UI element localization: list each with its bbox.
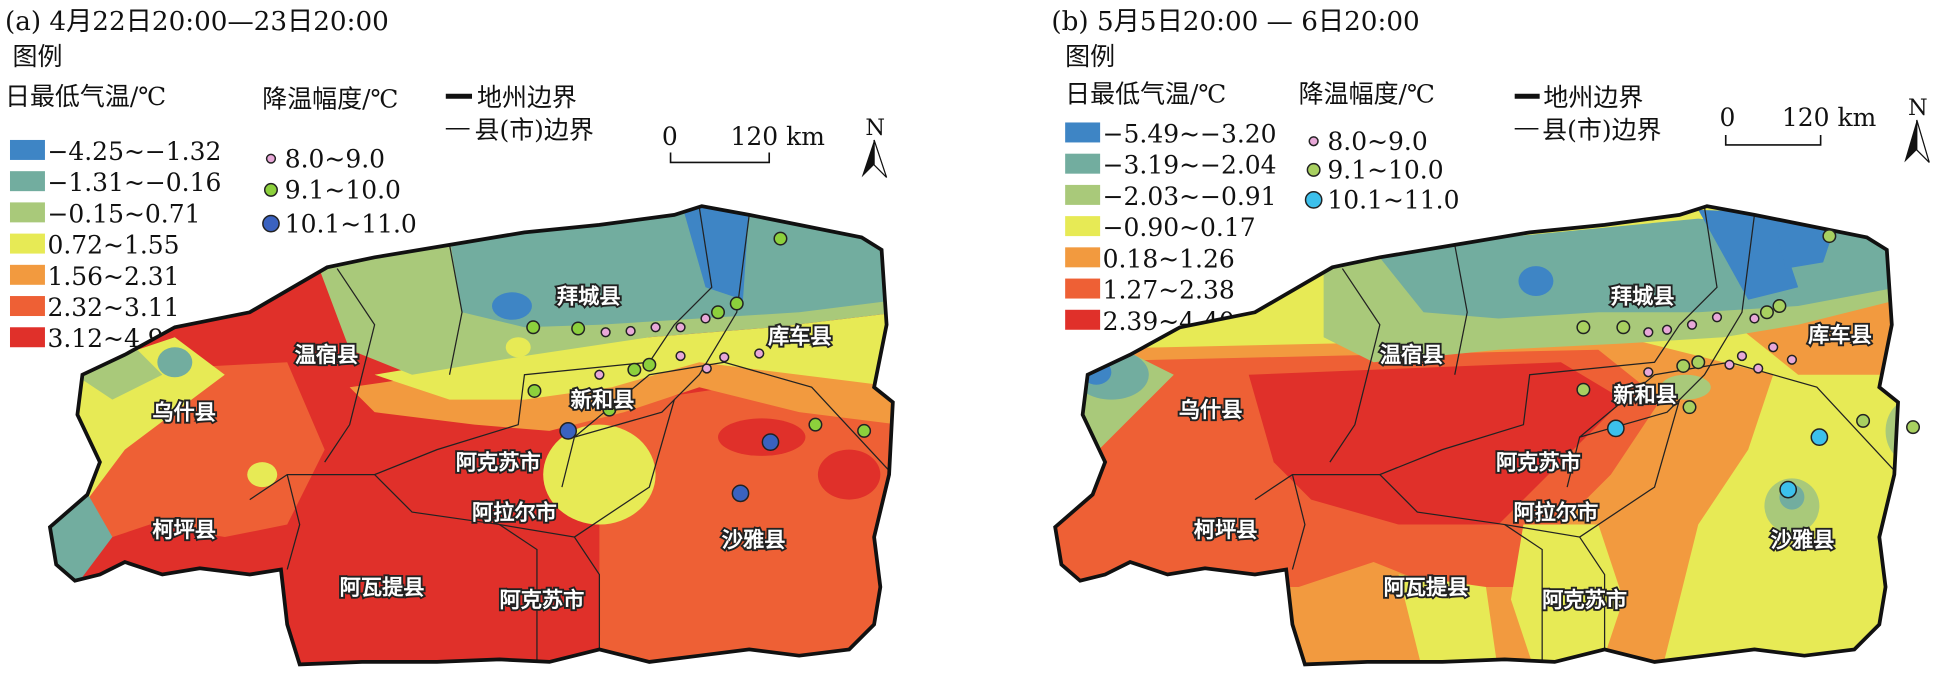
marker-small <box>1308 136 1319 147</box>
cooling-class-label: 10.1~11.0 <box>285 209 417 238</box>
scale-bar: 0 120 km <box>662 122 825 164</box>
temp-class-label: 0.72~1.55 <box>47 231 179 260</box>
cooling-legend-heading: 降温幅度/℃ <box>262 84 398 113</box>
swatch <box>1065 309 1101 330</box>
temp-class-label: 2.32~3.11 <box>47 293 179 322</box>
county-label: 温宿县 <box>1380 342 1444 368</box>
county-labels: 拜城县 库车县 温宿县 新和县 乌什县 阿克苏市 阿拉尔市 柯坪县 沙雅县 阿瓦… <box>1177 282 1874 615</box>
temp-class-label: −4.25~−1.32 <box>47 137 221 166</box>
swatch <box>1065 247 1101 268</box>
cooling-legend: 8.0~9.0 9.1~10.0 10.1~11.0 <box>1304 127 1460 215</box>
marker-large <box>1304 191 1323 209</box>
station-markers <box>1576 229 1921 499</box>
swatch <box>1065 122 1101 143</box>
cooling-class-label: 9.1~10.0 <box>1327 156 1443 185</box>
county-label: 新和县 <box>571 387 635 413</box>
swatch <box>9 327 45 348</box>
swatch <box>1065 216 1101 237</box>
temperature-legend: −4.25~−1.32 −1.31~−0.16 −0.15~0.71 0.72~… <box>9 137 221 353</box>
panel-a: (a) 4月22日20:00—23日20:00 图例 日最低气温/℃ −4.25… <box>5 7 895 667</box>
county-boundary-label: 县(市)边界 <box>1542 116 1661 145</box>
panel-title: (b) 5月5日20:00 — 6日20:00 <box>1051 7 1419 37</box>
county-label: 沙雅县 <box>722 527 786 553</box>
north-label: N <box>865 115 885 141</box>
swatch <box>9 202 45 223</box>
county-label: 阿克苏市 <box>456 450 541 476</box>
county-label: 柯坪县 <box>1194 517 1258 543</box>
county-label: 乌什县 <box>152 400 216 426</box>
marker-medium <box>263 182 278 197</box>
marker-small <box>265 153 277 164</box>
temp-class-label: −3.19~−2.04 <box>1103 151 1277 180</box>
scale-end: 120 km <box>731 122 825 151</box>
scale-start: 0 <box>1719 103 1735 132</box>
county-label: 新和县 <box>1613 382 1677 408</box>
cooling-legend: 8.0~9.0 9.1~10.0 10.1~11.0 <box>262 144 417 238</box>
scale-bar: 0 120 km <box>1719 103 1876 146</box>
county-labels: 拜城县 库车县 温宿县 新和县 乌什县 阿克苏市 阿拉尔市 柯坪县 沙雅县 阿瓦… <box>150 282 833 615</box>
temp-class-label: 1.27~2.38 <box>1103 276 1235 305</box>
county-label: 阿克苏市 <box>499 587 584 613</box>
county-label: 乌什县 <box>1179 397 1243 423</box>
swatch <box>9 139 45 160</box>
temp-class-label: 0.18~1.26 <box>1103 244 1235 273</box>
legend-heading: 图例 <box>1065 42 1115 71</box>
county-label: 柯坪县 <box>152 517 216 543</box>
county-label: 阿拉尔市 <box>472 500 557 526</box>
temp-class-label: −0.90~0.17 <box>1103 213 1256 242</box>
county-label: 库车县 <box>768 323 832 349</box>
scale-start: 0 <box>662 122 678 151</box>
swatch <box>9 171 45 192</box>
station-markers <box>526 231 872 503</box>
county-label: 拜城县 <box>1611 284 1675 310</box>
temperature-legend: −5.49~−3.20 −3.19~−2.04 −2.03~−0.91 −0.9… <box>1065 119 1277 336</box>
prefecture-boundary-label: 地州边界 <box>477 83 577 112</box>
county-boundary-label: 县(市)边界 <box>475 116 594 145</box>
prefecture-boundary-label: 地州边界 <box>1543 83 1643 112</box>
north-arrow: N <box>861 115 888 178</box>
cooling-class-label: 8.0~9.0 <box>1327 127 1427 156</box>
county-label: 阿瓦提县 <box>1384 574 1469 600</box>
swatch <box>1065 278 1101 299</box>
swatch <box>9 233 45 254</box>
marker-medium <box>1306 162 1321 177</box>
county-label: 沙雅县 <box>1771 527 1835 553</box>
cooling-class-label: 8.0~9.0 <box>285 144 385 173</box>
county-label: 阿瓦提县 <box>340 574 425 600</box>
legend-heading: 图例 <box>12 42 62 71</box>
swatch <box>1065 153 1101 174</box>
marker-large <box>262 214 280 233</box>
county-label: 阿克苏市 <box>1496 450 1581 476</box>
panel-title: (a) 4月22日20:00—23日20:00 <box>5 7 389 37</box>
county-label: 阿克苏市 <box>1542 587 1627 613</box>
swatch <box>9 264 45 285</box>
north-label: N <box>1908 95 1928 121</box>
temp-class-label: −0.15~0.71 <box>47 199 200 228</box>
county-label: 温宿县 <box>295 342 359 368</box>
temp-class-label: −2.03~−0.91 <box>1103 182 1277 211</box>
temp-class-label: −1.31~−0.16 <box>47 168 221 197</box>
temp-class-label: −5.49~−3.20 <box>1103 119 1277 148</box>
panel-b: (b) 5月5日20:00 — 6日20:00 图例 日最低气温/℃ −5.49… <box>1051 7 1930 667</box>
county-label: 拜城县 <box>557 284 621 310</box>
temp-class-label: 1.56~2.31 <box>47 262 179 291</box>
scale-end: 120 km <box>1782 103 1876 132</box>
temperature-legend-heading: 日最低气温/℃ <box>1065 79 1226 108</box>
temperature-legend-heading: 日最低气温/℃ <box>5 82 166 111</box>
county-label: 阿拉尔市 <box>1513 500 1598 526</box>
north-arrow: N <box>1904 95 1930 163</box>
swatch <box>9 296 45 317</box>
cooling-legend-heading: 降温幅度/℃ <box>1299 79 1435 108</box>
county-label: 库车县 <box>1808 322 1872 348</box>
swatch <box>1065 184 1101 205</box>
cooling-class-label: 9.1~10.0 <box>285 176 401 205</box>
cooling-class-label: 10.1~11.0 <box>1327 186 1459 215</box>
